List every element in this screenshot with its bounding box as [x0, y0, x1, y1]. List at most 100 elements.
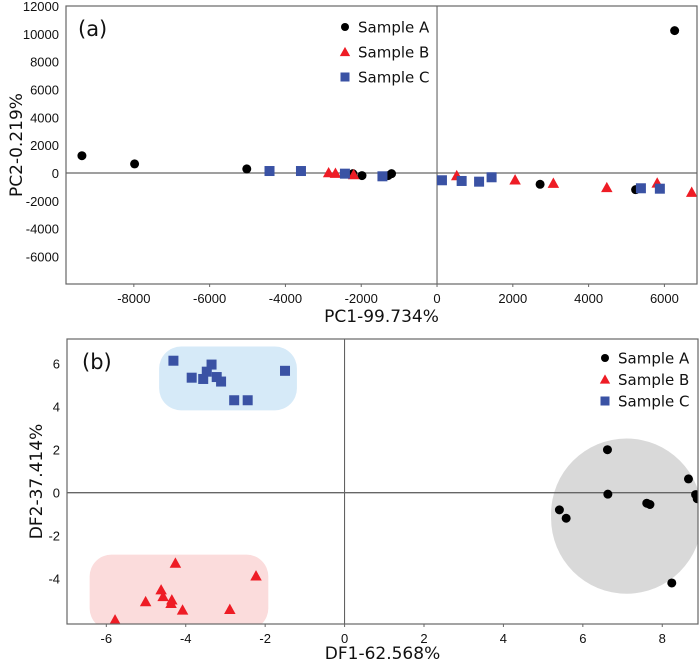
data-point-sample-c: [295, 166, 306, 177]
y-tick-label: 0: [53, 486, 60, 501]
plot-frame: [66, 338, 699, 625]
legend-marker-circle-icon: [341, 23, 349, 31]
cluster-region-sample-c: [159, 346, 297, 411]
cluster-region-sample-b: [89, 554, 269, 624]
legend-label: Sample C: [358, 69, 429, 87]
y-tick-label: 2: [53, 443, 60, 458]
legend-item: Sample A: [601, 350, 690, 368]
data-point-sample-c: [280, 365, 291, 376]
data-point-sample-c: [377, 171, 388, 182]
data-point-sample-b: [347, 168, 360, 180]
data-point-sample-a: [602, 445, 612, 455]
y-axis-label: DF2-37.414%: [27, 424, 47, 539]
legend-marker-circle-icon: [601, 354, 609, 362]
x-tick-label: 2000: [498, 291, 527, 306]
data-point-sample-b: [176, 604, 189, 615]
x-tick-label: 6: [579, 631, 586, 646]
data-point-sample-b: [155, 584, 167, 595]
legend-item: Sample B: [339, 44, 429, 62]
x-tick-label: -2: [259, 631, 271, 646]
y-tick-label: 6000: [30, 82, 59, 97]
legend: Sample A Sample B Sample C: [339, 19, 430, 87]
data-point-sample-b: [165, 597, 177, 608]
x-tick-label: 8: [659, 631, 666, 646]
data-point-sample-c: [474, 176, 485, 187]
data-point-sample-c: [186, 372, 197, 383]
x-tick-label: 0: [341, 631, 348, 646]
data-point-sample-a: [535, 179, 545, 189]
data-point-sample-c: [264, 166, 275, 177]
data-point-sample-b: [109, 614, 121, 624]
y-tick-label: 10000: [23, 27, 59, 42]
panel-label: (a): [78, 17, 107, 41]
data-point-sample-a: [561, 513, 571, 523]
data-point-sample-b: [509, 174, 521, 185]
x-tick-label: -6000: [193, 291, 226, 306]
data-point-sample-b: [601, 181, 613, 193]
x-tick-label: -6: [101, 631, 113, 646]
y-tick-label: 4000: [30, 110, 59, 125]
y-tick-label: -6000: [26, 249, 59, 264]
y-tick-label: 4: [53, 400, 60, 415]
legend-item: Sample B: [599, 371, 689, 389]
data-point-sample-c: [456, 175, 467, 186]
data-point-sample-a: [645, 499, 655, 509]
data-point-sample-c: [654, 183, 665, 194]
y-tick-label: 0: [52, 166, 59, 181]
legend-label: Sample A: [358, 19, 430, 37]
x-tick-label: -8000: [117, 291, 150, 306]
y-tick-label: 8000: [30, 55, 59, 70]
data-point-sample-b: [139, 595, 152, 607]
y-axis-label: PC2-0.219%: [7, 93, 27, 197]
x-axis-label: PC1-99.734%: [324, 307, 439, 327]
legend-item: Sample C: [600, 393, 689, 411]
data-point-sample-a: [667, 578, 677, 588]
data-point-sample-a: [387, 169, 397, 179]
data-point-sample-c: [198, 373, 209, 384]
panel-label: (b): [82, 350, 112, 374]
x-tick-label: -2000: [345, 291, 378, 306]
data-point-sample-c: [436, 175, 447, 186]
data-point-sample-a: [77, 151, 87, 161]
legend-marker-triangle-icon: [339, 46, 351, 57]
x-tick-label: -4: [180, 631, 192, 646]
x-tick-label: 4: [500, 631, 507, 646]
data-point-sample-a: [603, 489, 613, 499]
x-tick-label: -4000: [269, 291, 302, 306]
data-point-sample-a: [130, 159, 140, 169]
data-point-sample-c: [201, 366, 212, 377]
data-point-sample-c: [206, 359, 217, 370]
data-point-sample-a: [357, 171, 367, 181]
data-point-sample-c: [242, 395, 253, 406]
y-tick-label: 12000: [23, 0, 59, 14]
x-axis-label: DF1-62.568%: [325, 644, 440, 664]
legend: Sample A Sample B Sample C: [599, 350, 690, 411]
data-point-sample-c: [168, 355, 179, 366]
data-point-sample-a: [554, 505, 564, 515]
x-tick-label: 4000: [574, 291, 603, 306]
plot-area: [67, 339, 698, 624]
y-tick-label: 6: [53, 357, 60, 372]
data-point-sample-b: [224, 603, 236, 614]
legend-label: Sample C: [618, 393, 689, 411]
y-tick-label: -2: [48, 529, 60, 544]
plot-area: [66, 6, 697, 284]
data-point-sample-c: [216, 376, 227, 387]
data-point-sample-b: [169, 557, 182, 568]
data-point-sample-a: [692, 494, 698, 504]
pca-plot-panel: -8000 -6000 -4000 -2000 0 2000 4000 6000 12000 10…: [7, 0, 698, 327]
data-point-sample-b: [157, 590, 169, 602]
legend-marker-square-icon: [340, 72, 350, 82]
legend-label: Sample B: [358, 44, 429, 62]
legend-label: Sample A: [618, 350, 690, 368]
data-point-sample-c: [486, 172, 497, 183]
data-point-sample-b: [329, 167, 342, 178]
legend-marker-square-icon: [600, 396, 610, 406]
legend-marker-triangle-icon: [599, 374, 611, 384]
y-tick-label: -2000: [26, 194, 59, 209]
data-point-sample-a: [683, 474, 693, 484]
x-tick-label: 6000: [650, 291, 679, 306]
y-tick-label: -4000: [26, 222, 59, 237]
cluster-region-sample-a: [551, 438, 698, 594]
